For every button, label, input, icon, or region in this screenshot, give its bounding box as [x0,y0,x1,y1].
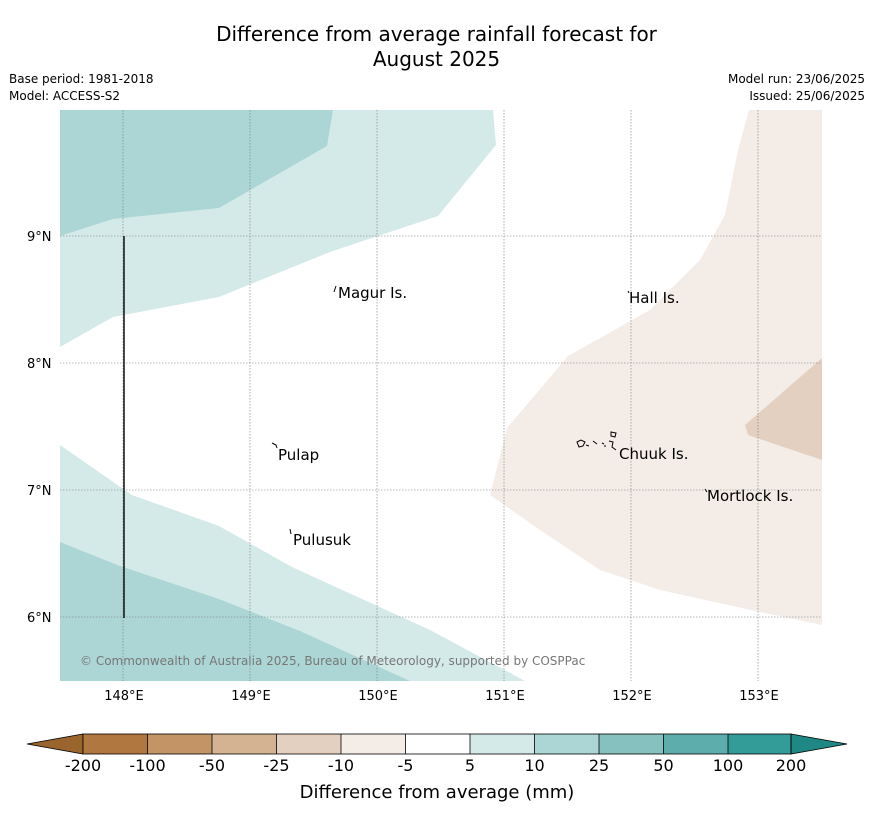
rainfall-zones[interactable] [60,110,822,681]
colorbar-box-8 [599,734,664,754]
colorbar-frame [82,733,792,755]
colorbar-box-1 [147,734,212,754]
colorbar-dividers [147,734,729,754]
model-name: Model: ACCESS-S2 [9,89,121,103]
colorbar-box-5 [405,734,470,754]
colorbar-label: Difference from average (mm) [300,782,575,803]
colorbar-tick-5: -5 [398,756,414,775]
colorbar-under-arrow [26,733,84,755]
base-period: Base period: 1981-2018 [9,72,154,86]
lon-label-150e: 150°E [358,689,398,704]
issued-date: Issued: 25/06/2025 [749,89,865,103]
island-shapes [271,285,708,535]
copyright-notice: © Commonwealth of Australia 2025, Bureau… [80,654,585,668]
lat-label-7n: 7°N [27,484,52,499]
colorbar-tick-11: 200 [776,756,807,775]
zone-wet-medium-north[interactable] [60,110,333,236]
title-line-2: August 2025 [372,47,501,71]
island-magur [333,285,337,293]
colorbar-box-2 [212,734,277,754]
place-label-mortlock: Mortlock Is. [707,487,793,505]
lat-label-9n: 9°N [27,230,52,245]
title-line-1: Difference from average rainfall forecas… [216,22,657,46]
island-pulap [271,442,278,449]
meta-right: Model run: 23/06/2025 Issued: 25/06/2025 [728,71,865,105]
lon-label-153e: 153°E [739,689,779,704]
colorbar-box-9 [663,734,728,754]
island-chuuk [576,431,617,451]
colorbar-box-6 [470,734,535,754]
island-hall [627,290,630,294]
colorbar-tick-6: 5 [465,756,475,775]
meta-left: Base period: 1981-2018 Model: ACCESS-S2 [9,71,154,105]
colorbar-box-10 [728,734,791,754]
zone-dry-light-east[interactable] [490,110,822,625]
colorbar-tick-9: 50 [653,756,673,775]
colorbar-box-7 [534,734,599,754]
island-pulusuk [289,528,292,535]
lon-label-151e: 151°E [485,689,525,704]
lon-label-149e: 149°E [231,689,271,704]
colorbar-tick-2: -50 [199,756,225,775]
place-label-hall: Hall Is. [629,289,680,307]
zone-dry-medium-east[interactable] [745,358,822,460]
place-label-pulap: Pulap [278,446,319,464]
colorbar-box-4 [341,734,406,754]
colorbar-over-arrow [790,733,848,755]
place-label-chuuk: Chuuk Is. [619,445,688,463]
colorbar-tick-3: -25 [263,756,289,775]
colorbar-box-0 [83,734,148,754]
lon-label-148e: 148°E [104,689,144,704]
colorbar-ticks: -200 -100 -50 -25 -10 -5 5 10 25 50 100 … [65,756,806,775]
colorbar-tick-7: 10 [524,756,544,775]
zone-wet-medium-south[interactable] [60,542,410,681]
place-label-pulusuk: Pulusuk [293,531,351,549]
place-label-magur: Magur Is. [338,284,407,302]
lon-labels: 148°E 149°E 150°E 151°E 152°E 153°E [104,689,779,704]
gridlines [60,110,822,681]
lon-label-152e: 152°E [612,689,652,704]
place-labels: Magur Is. Hall Is. Pulap Chuuk Is. Mortl… [278,284,793,549]
colorbar: -200 -100 -50 -25 -10 -5 5 10 25 50 100 … [26,733,848,803]
lat-label-8n: 8°N [27,357,52,372]
model-run: Model run: 23/06/2025 [727,72,865,86]
colorbar-tick-1: -100 [129,756,165,775]
colorbar-tick-10: 100 [713,756,744,775]
colorbar-tick-4: -10 [328,756,354,775]
colorbar-tick-8: 25 [589,756,609,775]
island-mortlock [704,488,708,493]
colorbar-box-3 [276,734,341,754]
map-title: Difference from average rainfall forecas… [0,22,873,72]
colorbar-tick-0: -200 [65,756,101,775]
lat-label-6n: 6°N [27,611,52,626]
lat-labels: 9°N 8°N 7°N 6°N [27,230,52,626]
